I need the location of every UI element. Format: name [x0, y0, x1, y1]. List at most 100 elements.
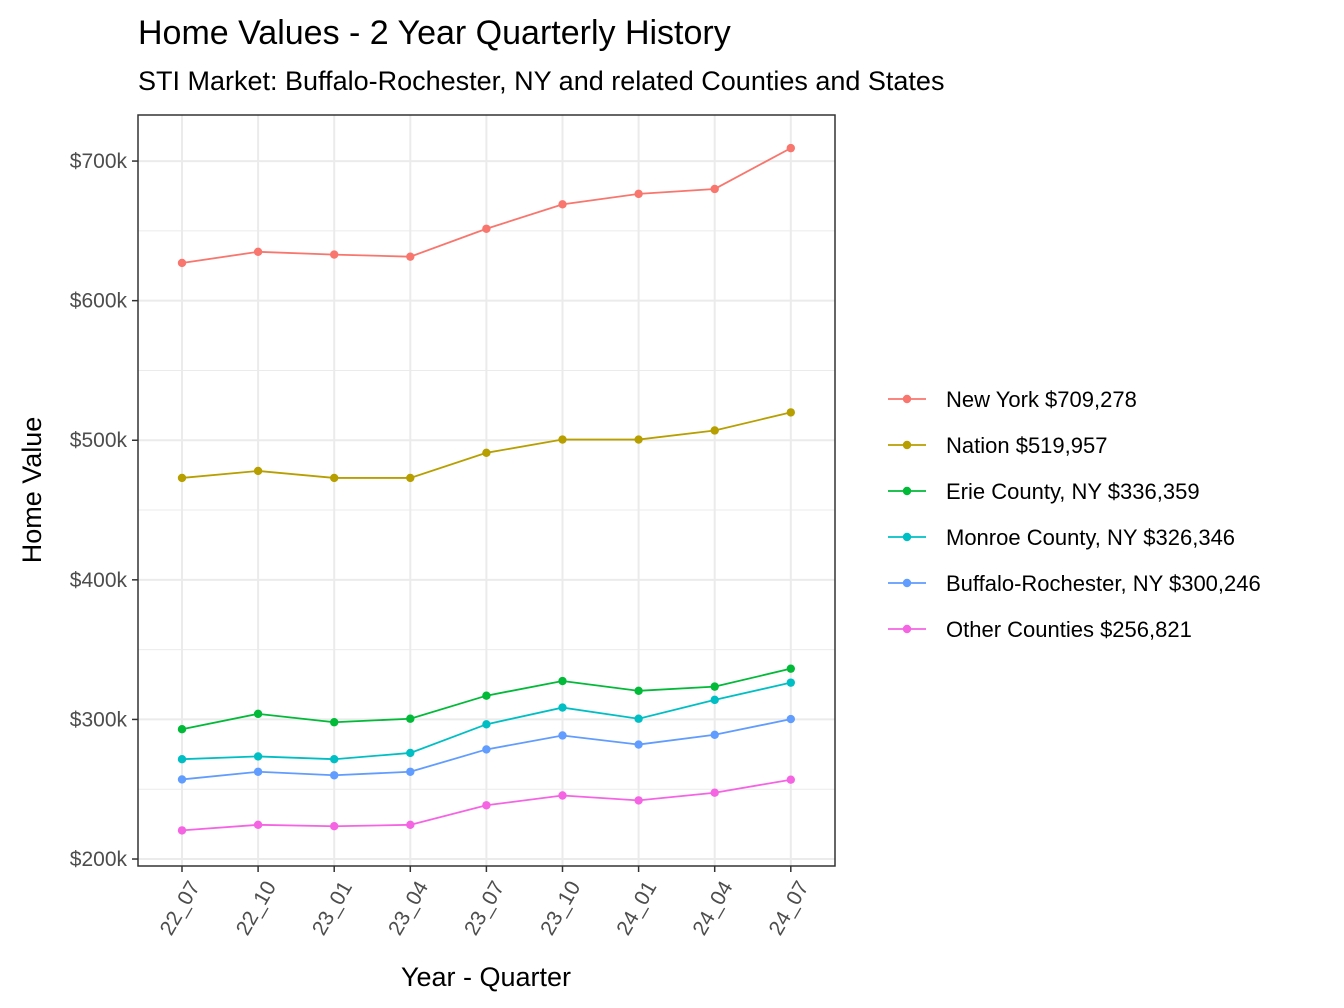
x-tick-label: 23_04 — [384, 877, 433, 939]
series-layer — [177, 143, 795, 835]
x-tick-label: 24_01 — [612, 877, 661, 939]
data-point — [710, 730, 719, 739]
x-tick-label: 22_10 — [232, 877, 281, 939]
data-point — [330, 718, 339, 727]
data-point — [482, 745, 491, 754]
series-3 — [177, 664, 795, 734]
data-point — [253, 709, 263, 719]
data-point — [406, 820, 415, 830]
legend-item: Buffalo-Rochester, NY $300,246 — [888, 571, 1261, 596]
data-point — [177, 725, 187, 734]
x-tick-label: 24_04 — [688, 877, 737, 939]
legend-label: Erie County, NY $336,359 — [946, 479, 1200, 504]
legend-key-point — [902, 532, 912, 542]
data-point — [710, 184, 719, 194]
data-point — [786, 664, 795, 673]
legend-item: Erie County, NY $336,359 — [888, 479, 1200, 504]
x-tick-label: 24_07 — [764, 877, 813, 939]
x-tick-label: 23_01 — [308, 877, 357, 939]
data-point — [710, 682, 719, 691]
data-point — [482, 801, 491, 810]
data-point — [177, 473, 187, 483]
legend-key-point — [902, 440, 912, 450]
legend-key-point — [902, 486, 912, 496]
y-axis: $200k $300k $400k $500k $600k $700k — [70, 150, 138, 871]
y-tick-label: $400k — [70, 569, 128, 592]
legend-key-point — [902, 624, 912, 634]
x-axis: 22_07 22_10 23_01 23_04 23_07 23_10 24_01 24_04… — [156, 866, 814, 939]
y-axis-title: Home Value — [17, 417, 47, 564]
data-point — [177, 258, 187, 268]
data-point — [253, 466, 263, 476]
series-1 — [177, 143, 795, 268]
data-point — [253, 820, 263, 830]
series-2 — [177, 408, 795, 483]
chart-subtitle: STI Market: Buffalo-Rochester, NY and re… — [138, 66, 944, 96]
y-tick-label: $600k — [70, 290, 128, 313]
data-point — [634, 796, 643, 805]
legend-item: Nation $519,957 — [888, 433, 1107, 458]
data-point — [253, 767, 263, 776]
data-point — [406, 473, 415, 483]
legend-key-point — [902, 394, 912, 404]
legend: New York $709,278 Nation $519,957 Erie Cou… — [888, 387, 1261, 642]
data-point — [406, 252, 415, 261]
data-point — [482, 720, 491, 729]
legend-item: New York $709,278 — [888, 387, 1137, 412]
data-point — [786, 775, 795, 784]
legend-key-point — [902, 578, 912, 588]
data-point — [177, 775, 187, 784]
data-point — [558, 703, 567, 712]
data-point — [406, 714, 415, 723]
series-5 — [177, 714, 795, 784]
data-point — [482, 448, 491, 458]
data-point — [634, 686, 643, 696]
data-point — [330, 755, 339, 764]
data-point — [253, 247, 263, 256]
y-tick-label: $300k — [70, 708, 128, 731]
data-point — [634, 714, 643, 723]
legend-label: Nation $519,957 — [946, 433, 1107, 458]
x-tick-label: 23_07 — [460, 877, 509, 939]
data-point — [710, 695, 719, 705]
data-point — [330, 250, 339, 259]
y-tick-label: $700k — [70, 150, 128, 173]
x-tick-label: 22_07 — [156, 877, 205, 939]
data-point — [177, 826, 187, 835]
data-point — [482, 691, 491, 700]
data-point — [558, 676, 567, 686]
data-point — [482, 224, 491, 233]
data-point — [558, 731, 567, 740]
data-point — [634, 740, 643, 749]
legend-label: New York $709,278 — [946, 387, 1137, 412]
legend-label: Other Counties $256,821 — [946, 617, 1192, 642]
legend-item: Other Counties $256,821 — [888, 617, 1192, 642]
data-point — [558, 435, 567, 444]
data-point — [786, 678, 795, 687]
data-point — [786, 408, 795, 417]
series-6 — [177, 775, 795, 835]
data-point — [253, 752, 263, 761]
y-tick-label: $500k — [70, 429, 128, 452]
chart-title: Home Values - 2 Year Quarterly History — [138, 14, 731, 52]
x-tick-label: 23_10 — [536, 877, 585, 939]
data-point — [786, 714, 795, 724]
data-point — [330, 822, 339, 831]
data-point — [558, 200, 567, 209]
data-point — [710, 788, 719, 797]
x-axis-title: Year - Quarter — [401, 962, 571, 992]
data-point — [177, 755, 187, 764]
data-point — [634, 189, 643, 199]
data-point — [406, 748, 415, 758]
data-point — [330, 473, 339, 483]
data-point — [634, 435, 643, 444]
series-4 — [177, 678, 795, 764]
data-point — [786, 143, 795, 153]
data-point — [710, 426, 719, 435]
data-point — [406, 767, 415, 776]
legend-item: Monroe County, NY $326,346 — [888, 525, 1235, 550]
legend-label: Buffalo-Rochester, NY $300,246 — [946, 571, 1261, 596]
gridlines — [138, 115, 835, 866]
